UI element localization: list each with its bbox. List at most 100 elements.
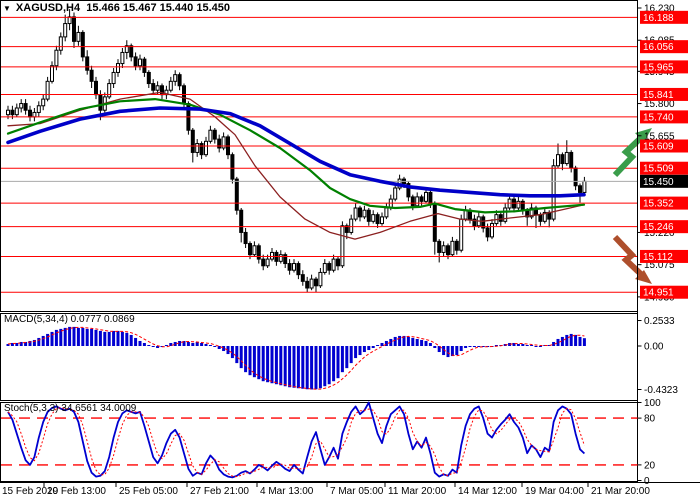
- macd-histogram-bar: [235, 346, 239, 364]
- candle-body: [371, 214, 376, 222]
- candle-body: [155, 85, 160, 91]
- macd-histogram-bar: [340, 346, 344, 373]
- macd-histogram-bar: [534, 346, 538, 347]
- candle-body: [80, 31, 85, 58]
- macd-histogram-bar: [384, 340, 388, 346]
- candle-body: [441, 245, 446, 253]
- candle-body: [89, 69, 94, 82]
- macd-histogram-bar: [314, 346, 318, 390]
- macd-histogram-bar: [362, 346, 366, 353]
- candle-body: [344, 225, 349, 233]
- candle-body: [63, 23, 68, 38]
- macd-histogram-bar: [41, 335, 45, 346]
- macd-histogram-bar: [283, 346, 287, 387]
- macd-histogram-bar: [103, 331, 107, 346]
- candle-body: [199, 143, 204, 156]
- macd-histogram-bar: [138, 340, 142, 346]
- candle-body: [384, 207, 389, 218]
- macd-histogram-bar: [481, 346, 485, 348]
- candle-body: [415, 196, 420, 207]
- candle-body: [67, 16, 72, 25]
- candle-body: [217, 138, 222, 149]
- macd-histogram-bar: [547, 344, 551, 346]
- candle-body: [503, 207, 508, 222]
- time-tick-label: 7 Mar 05:00: [330, 486, 384, 497]
- macd-histogram-bar: [305, 346, 309, 390]
- macd-histogram-bar: [437, 346, 441, 353]
- macd-histogram-bar: [288, 346, 292, 388]
- macd-histogram-bar: [512, 342, 516, 346]
- candle-body: [353, 207, 358, 220]
- macd-histogram-bar: [411, 337, 415, 346]
- candle-body: [424, 191, 428, 202]
- macd-histogram-bar: [261, 346, 265, 382]
- candle-body: [463, 209, 468, 220]
- candle-body: [538, 214, 543, 222]
- time-tick-label: 20 Feb 13:00: [47, 486, 106, 497]
- candle-body: [195, 143, 200, 153]
- candle-body: [393, 187, 398, 200]
- candle-body: [230, 154, 235, 180]
- time-tick-label: 11 Mar 20:00: [388, 486, 447, 497]
- macd-histogram-bar: [252, 346, 256, 378]
- macd-histogram-bar: [90, 328, 94, 346]
- macd-histogram-bar: [200, 342, 204, 346]
- macd-histogram-bar: [169, 342, 173, 346]
- stoch-tick-label: 0: [644, 476, 650, 487]
- macd-histogram-bar: [376, 344, 380, 346]
- candle-body: [94, 80, 98, 96]
- macd-histogram-bar: [208, 344, 212, 346]
- candle-body: [98, 94, 103, 111]
- macd-histogram-bar: [54, 329, 58, 346]
- macd-histogram-bar: [406, 336, 410, 346]
- price-tick-label: 15.655: [644, 131, 675, 142]
- macd-histogram-bar: [292, 346, 296, 388]
- macd-histogram-bar: [182, 340, 186, 346]
- macd-histogram-bar: [156, 346, 160, 349]
- macd-histogram-bar: [173, 341, 177, 346]
- macd-signal-line: [7, 326, 585, 390]
- macd-histogram-bar: [301, 346, 305, 389]
- candle-body: [406, 183, 411, 198]
- candle-body: [578, 185, 582, 193]
- level-price-badge: [640, 10, 688, 24]
- candle-body: [358, 207, 362, 218]
- candle-body: [261, 258, 266, 267]
- candle-body: [32, 111, 37, 118]
- current-price-badge: [640, 174, 688, 188]
- macd-histogram-bar: [270, 346, 274, 384]
- candle-body: [28, 109, 32, 118]
- macd-histogram-bar: [191, 342, 195, 346]
- macd-histogram-bar: [222, 346, 226, 352]
- candle-body: [248, 243, 252, 256]
- level-price-label: 15.246: [643, 222, 674, 233]
- macd-histogram-bar: [450, 346, 454, 357]
- macd-histogram-bar: [239, 346, 243, 369]
- current-price-label: 15.450: [643, 177, 674, 188]
- candle-body: [50, 65, 54, 82]
- time-tick-label: 15 Feb 2019: [2, 486, 59, 497]
- candle-body: [340, 225, 345, 267]
- chart-ohlc-quotes: 15.466 15.467 15.440 15.450: [86, 2, 230, 14]
- candle-body: [349, 218, 354, 233]
- macd-histogram-bar: [46, 333, 50, 346]
- candle-body: [111, 71, 116, 85]
- macd-histogram-bar: [50, 331, 54, 346]
- macd-histogram-bar: [186, 341, 190, 346]
- candle-body: [437, 240, 442, 253]
- macd-histogram-bar: [516, 343, 520, 346]
- level-price-badge: [640, 110, 688, 124]
- symbol-dropdown-icon[interactable]: ▼: [3, 3, 11, 13]
- candle-body: [19, 103, 24, 109]
- macd-histogram-bar: [37, 337, 41, 346]
- macd-histogram-bar: [574, 334, 578, 346]
- candle-body: [14, 107, 19, 116]
- candle-body: [569, 151, 574, 169]
- macd-histogram-bar: [116, 330, 120, 346]
- candle-body: [208, 129, 213, 142]
- macd-histogram-bar: [446, 346, 450, 358]
- level-price-badge: [640, 161, 688, 175]
- candle-body: [151, 83, 156, 91]
